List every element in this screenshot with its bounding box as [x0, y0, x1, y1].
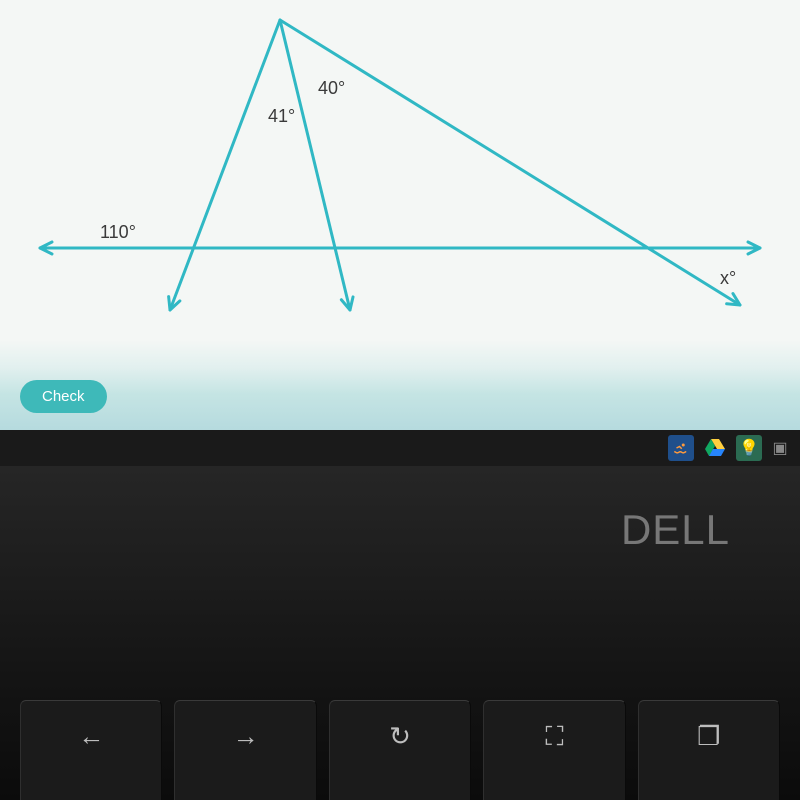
overview-key: ❐ — [638, 700, 780, 800]
angle-label-apex_inner_left: 41° — [268, 106, 295, 127]
keyboard-row: ←→↻⛶❐ — [0, 690, 800, 800]
generic-tray-icon[interactable]: ▣ — [770, 435, 790, 461]
angle-label-left_exterior: 110° — [100, 222, 136, 243]
google-drive-icon[interactable] — [702, 435, 728, 461]
laptop-bezel: DELL ←→↻⛶❐ — [0, 466, 800, 800]
angle-label-apex_inner_right: 40° — [318, 78, 345, 99]
geometry-diagram — [0, 0, 800, 340]
brand-logo: DELL — [621, 506, 730, 554]
screen-glare — [0, 340, 800, 430]
screen-content: 110° 41° 40° x° Check — [0, 0, 800, 430]
taskbar: 💡 ▣ — [0, 430, 800, 466]
fullscreen-key: ⛶ — [483, 700, 625, 800]
angle-label-right_unknown: x° — [720, 268, 736, 289]
keep-bulb-icon[interactable]: 💡 — [736, 435, 762, 461]
check-button[interactable]: Check — [20, 380, 107, 413]
back-key: ← — [20, 700, 162, 800]
refresh-key: ↻ — [329, 700, 471, 800]
forward-key: → — [174, 700, 316, 800]
swimmer-icon[interactable] — [668, 435, 694, 461]
